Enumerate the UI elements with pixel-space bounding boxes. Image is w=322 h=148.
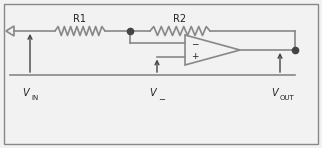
Text: IN: IN bbox=[31, 95, 38, 101]
Text: V: V bbox=[271, 88, 278, 98]
Text: −: − bbox=[191, 39, 198, 48]
Text: OUT: OUT bbox=[280, 95, 295, 101]
Text: R2: R2 bbox=[174, 14, 186, 24]
Text: V: V bbox=[149, 88, 156, 98]
Text: V: V bbox=[22, 88, 29, 98]
Text: R1: R1 bbox=[73, 14, 87, 24]
Text: +: + bbox=[191, 52, 198, 61]
Text: −: − bbox=[158, 95, 165, 104]
